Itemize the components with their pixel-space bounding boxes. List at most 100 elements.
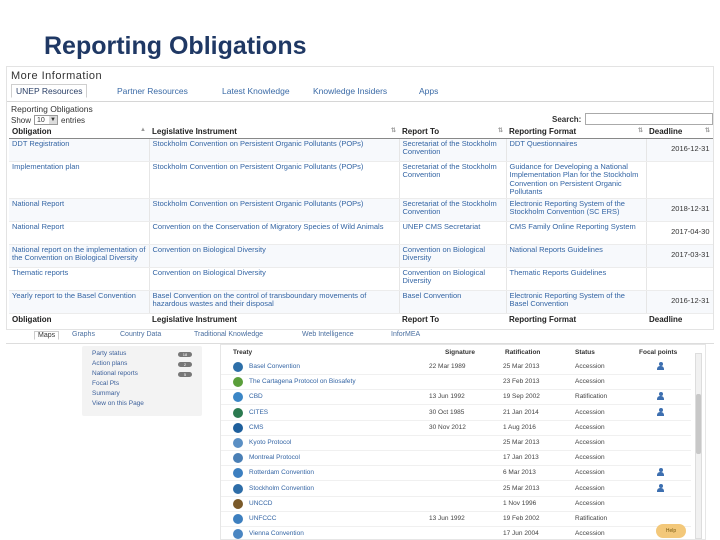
column-header-deadline[interactable]: Deadline ⇅ [646, 126, 713, 139]
obligation-link[interactable]: National Report [9, 198, 150, 222]
treaty-name-link[interactable]: UNCCD [249, 499, 273, 507]
tab-maps[interactable]: Maps [34, 331, 60, 340]
user-icon[interactable] [657, 468, 664, 477]
instrument-link[interactable]: Stockholm Convention on Persistent Organ… [149, 198, 400, 222]
report-to-link[interactable]: UNEP CMS Secretariat [399, 221, 507, 245]
format-link[interactable]: Electronic Reporting System of the Stock… [506, 198, 647, 222]
tab-unep-resources[interactable]: UNEP Resources [11, 84, 88, 98]
report-to-link[interactable]: Secretariat of the Stockholm Convention [399, 138, 507, 162]
ratification-date: 25 Mar 2013 [503, 439, 540, 446]
format-link[interactable]: Thematic Reports Guidelines [506, 267, 647, 291]
column-header-obligation[interactable]: Obligation ▲ [9, 126, 149, 139]
status-text: Accession [575, 378, 605, 386]
format-link[interactable]: DDT Questionnaires [506, 138, 647, 162]
format-link[interactable]: National Reports Guidelines [506, 244, 647, 268]
scrollbar-thumb[interactable] [696, 394, 701, 454]
menu-item[interactable]: Party status [92, 350, 127, 357]
menu-item[interactable]: Focal Pts [92, 380, 120, 387]
treaty-row: The Cartagena Protocol on Biosafety 23 Fe… [221, 374, 691, 391]
format-link[interactable]: Guidance for Developing a National Imple… [506, 161, 647, 199]
deadline-cell [646, 161, 713, 199]
ratification-date: 23 Feb 2013 [503, 378, 540, 386]
format-link[interactable]: CMS Family Online Reporting System [506, 221, 647, 245]
obligation-link[interactable]: National report on the implementation of… [9, 244, 150, 268]
table-header-row: Obligation ▲ Legislative Instrument ⇅ Repo… [9, 126, 713, 139]
profile-tab-bar: Maps Graphs Country Data Traditional Kno… [6, 330, 714, 344]
footer-format: Reporting Format [506, 312, 646, 325]
signature-header: Signature [445, 349, 475, 356]
treaty-name-link[interactable]: CBD [249, 393, 263, 401]
instrument-link[interactable]: Stockholm Convention on Persistent Organ… [149, 138, 400, 162]
entries-value: 10 [37, 117, 45, 124]
format-link[interactable]: Electronic Reporting System of the Basel… [506, 290, 647, 314]
treaty-name-link[interactable]: CMS [249, 423, 264, 431]
treaty-name-link[interactable]: UNFCCC [249, 515, 277, 522]
obligation-link[interactable]: National Report [9, 221, 150, 245]
treaty-name-link[interactable]: The Cartagena Protocol on Biosafety [249, 378, 356, 386]
obligation-link[interactable]: Implementation plan [9, 161, 150, 199]
user-icon[interactable] [657, 407, 664, 416]
status-text: Ratification [575, 393, 608, 401]
column-header-instrument[interactable]: Legislative Instrument ⇅ [149, 126, 399, 139]
report-to-link[interactable]: Basel Convention [399, 290, 507, 314]
table-row: DDT Registration Stockholm Convention on … [9, 138, 713, 162]
treaty-row: Kyoto Protocol 25 Mar 2013 Accession [221, 435, 691, 451]
treaty-header: Treaty [233, 349, 253, 356]
treaty-name-link[interactable]: Stockholm Convention [249, 484, 315, 492]
treaty-name-link[interactable]: Montreal Protocol [249, 454, 300, 462]
tab-graphs[interactable]: Graphs [72, 331, 95, 338]
tab-latest-knowledge[interactable]: Latest Knowledge [222, 86, 290, 96]
menu-item[interactable]: National reports [92, 370, 138, 377]
chevron-down-icon: ▼ [49, 116, 58, 124]
instrument-link[interactable]: Convention on Biological Diversity [149, 244, 400, 268]
menu-item[interactable]: Summary [92, 390, 120, 397]
tab-knowledge-insiders[interactable]: Knowledge Insiders [313, 86, 388, 96]
entries-select[interactable]: 10 ▼ [34, 115, 59, 125]
tab-traditional-knowledge[interactable]: Traditional Knowledge [194, 331, 264, 338]
menu-item[interactable]: View on this Page [92, 400, 144, 407]
obligation-link[interactable]: DDT Registration [9, 138, 150, 162]
treaty-logo-icon [233, 453, 243, 464]
column-header-format[interactable]: Reporting Format ⇅ [506, 126, 646, 139]
tab-web-intelligence[interactable]: Web Intelligence [302, 331, 354, 338]
search-label: Search: [552, 115, 582, 124]
tab-apps[interactable]: Apps [419, 86, 439, 96]
column-header-report-to[interactable]: Report To ⇅ [399, 126, 506, 139]
status-text: Accession [575, 439, 605, 446]
treaty-name-link[interactable]: Rotterdam Convention [249, 469, 315, 477]
user-icon[interactable] [657, 392, 664, 401]
scrollbar[interactable] [695, 353, 702, 539]
obligation-link[interactable]: Thematic reports [9, 267, 150, 291]
treaty-logo-icon [233, 438, 243, 448]
instrument-link[interactable]: Basel Convention on the control of trans… [149, 290, 400, 314]
instrument-link[interactable]: Stockholm Convention on Persistent Organ… [149, 161, 400, 199]
treaty-name-link[interactable]: Basel Convention [249, 363, 300, 370]
country-profile-panel: Maps Graphs Country Data Traditional Kno… [6, 330, 714, 540]
show-entries-control: Show 10 ▼ entries [11, 115, 85, 125]
obligations-table: Obligation ▲ Legislative Instrument ⇅ Repo… [9, 126, 713, 325]
status-text: Accession [575, 363, 605, 370]
tab-informea[interactable]: InforMEA [391, 331, 421, 338]
report-to-link[interactable]: Secretariat of the Stockholm Convention [399, 198, 507, 222]
instrument-link[interactable]: Convention on the Conservation of Migrat… [149, 221, 400, 245]
report-to-link[interactable]: Secretariat of the Stockholm Convention [399, 161, 507, 199]
table-row: National Report Stockholm Convention on P… [9, 198, 713, 222]
search-input[interactable] [585, 113, 713, 125]
obligation-link[interactable]: Yearly report to the Basel Convention [9, 290, 150, 314]
signature-date: 22 Mar 1989 [429, 363, 466, 370]
treaty-name-link[interactable]: Kyoto Protocol [249, 439, 292, 446]
tab-country-data[interactable]: Country Data [120, 331, 162, 338]
focal-points-header: Focal points [639, 349, 678, 356]
instrument-link[interactable]: Convention on Biological Diversity [149, 267, 400, 291]
help-chat-button[interactable]: Help [656, 524, 686, 538]
menu-item[interactable]: Action plans [92, 360, 128, 367]
treaty-name-link[interactable]: Vienna Convention [249, 530, 304, 538]
treaty-logo-icon [233, 407, 243, 418]
user-icon[interactable] [657, 483, 664, 492]
sort-icon: ⇅ [497, 128, 503, 134]
tab-partner-resources[interactable]: Partner Resources [117, 86, 188, 96]
user-icon[interactable] [657, 362, 664, 370]
treaty-name-link[interactable]: CITES [249, 408, 269, 416]
report-to-link[interactable]: Convention on Biological Diversity [399, 244, 507, 268]
report-to-link[interactable]: Convention on Biological Diversity [399, 267, 507, 291]
